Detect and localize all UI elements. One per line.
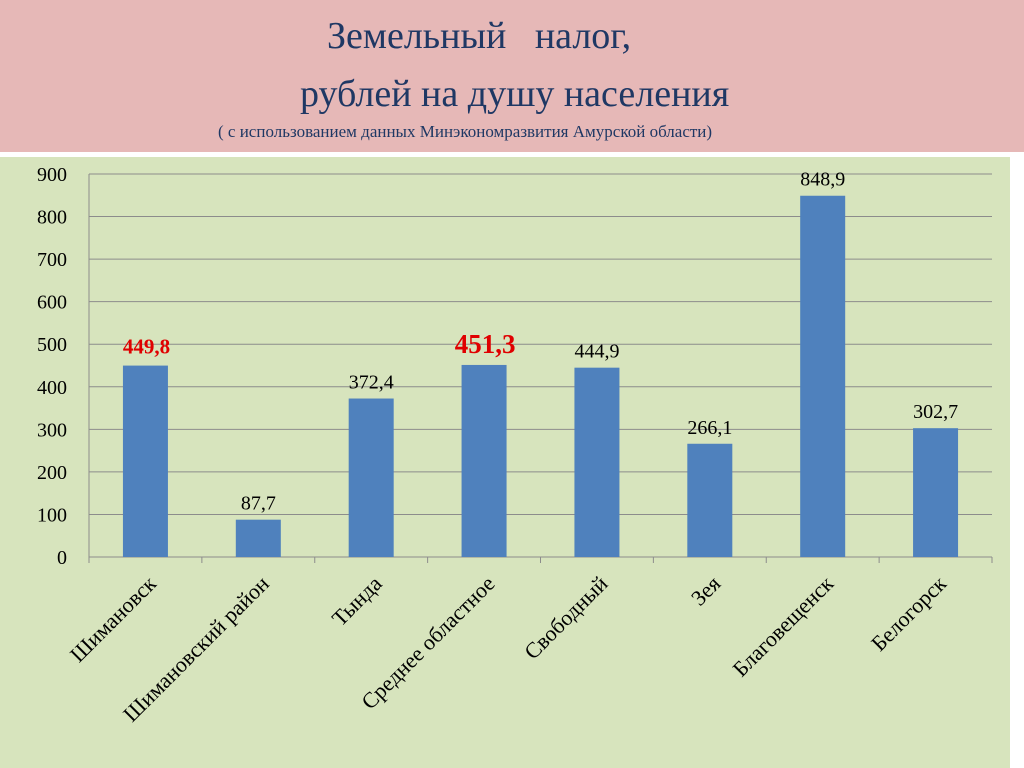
- data-label: 444,9: [574, 341, 619, 363]
- bar: [235, 519, 281, 557]
- slide-header: Земельный налог, рублей на душу населени…: [0, 0, 1024, 152]
- x-tick-label: Тында: [327, 571, 387, 631]
- data-label: 372,4: [349, 372, 394, 394]
- title-line-2: рублей на душу населения: [300, 73, 730, 115]
- y-tick-label: 300: [37, 419, 67, 441]
- x-tick-label: Свободный: [519, 571, 612, 664]
- bar: [348, 398, 394, 557]
- y-tick-label: 500: [37, 334, 67, 356]
- bar: [574, 367, 620, 557]
- y-tick-label: 400: [37, 377, 67, 399]
- x-tick-label: Шимановск: [65, 571, 161, 667]
- bar: [800, 195, 846, 557]
- y-tick-label: 600: [37, 292, 67, 314]
- x-tick-label: Белогорск: [866, 571, 951, 656]
- bar: [687, 443, 733, 557]
- data-label: 449,8: [123, 335, 170, 359]
- title-line-1: Земельный налог,: [327, 15, 632, 57]
- x-tick-label: Благовещенск: [728, 571, 839, 682]
- y-tick-label: 200: [37, 462, 67, 484]
- bar-chart: 0 100 200 300 400 500 600 700 800 900 449,8 Шиманов…: [37, 164, 993, 727]
- y-tick-label: 900: [37, 164, 67, 186]
- bar: [122, 365, 168, 557]
- chart-area: 0 100 200 300 400 500 600 700 800 900 449,8 Шиманов…: [0, 157, 1010, 768]
- x-tick-label: Зея: [686, 571, 726, 611]
- data-label: 266,1: [687, 417, 732, 439]
- data-label: 302,7: [913, 401, 958, 423]
- y-tick-label: 700: [37, 249, 67, 271]
- data-label: 87,7: [241, 493, 276, 515]
- y-tick-label: 100: [37, 504, 67, 526]
- y-tick-label: 800: [37, 207, 67, 229]
- bar: [461, 364, 507, 557]
- y-tick-label: 0: [57, 547, 67, 569]
- data-label: 848,9: [800, 169, 845, 191]
- bar: [913, 428, 959, 557]
- data-label: 451,3: [455, 329, 516, 359]
- subtitle: ( с использованием данных Минэкономразви…: [218, 122, 713, 141]
